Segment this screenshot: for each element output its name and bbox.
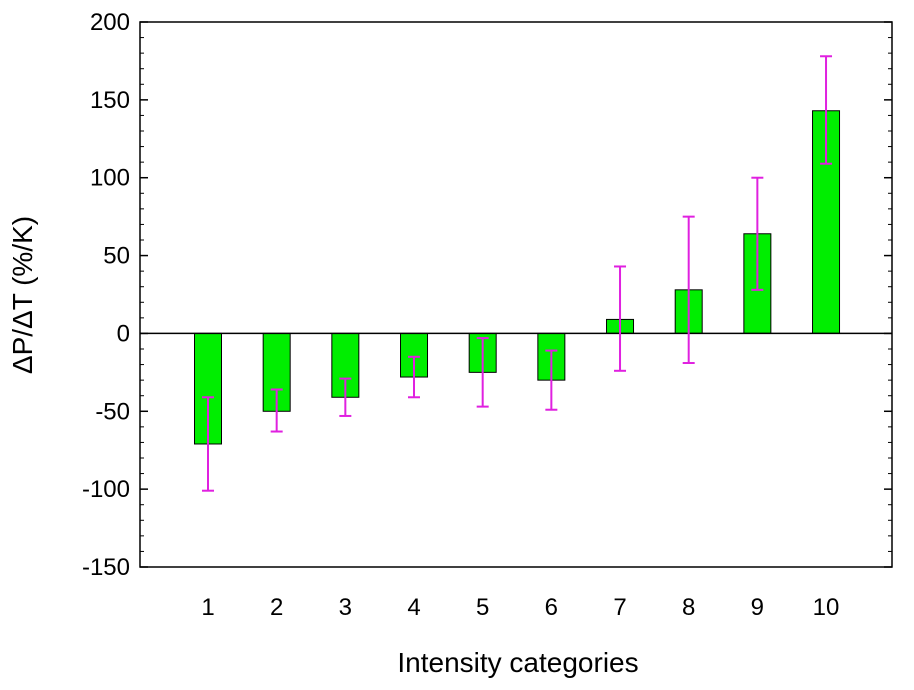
x-tick-label: 1 (201, 594, 214, 621)
plot-frame-group (139, 21, 893, 568)
x-tick-label: 3 (339, 594, 352, 621)
error-bar (202, 396, 214, 492)
y-axis-label: ΔP/ΔT (%/K) (7, 216, 38, 374)
y-axis-ticks: -150 -100 -50 0 50 100 150 200 (82, 9, 892, 581)
y-tick-label: -150 (82, 554, 130, 581)
y-tick-label: 0 (117, 320, 130, 347)
y-tick-label: 200 (90, 9, 130, 36)
error-bar (820, 55, 833, 165)
x-tick-label: 9 (751, 594, 764, 621)
y-tick-label: 150 (90, 87, 130, 114)
x-tick-label: 8 (682, 594, 695, 621)
x-tick-label: 6 (545, 594, 558, 621)
x-tick-label: 5 (476, 594, 489, 621)
y-tick-label: 100 (90, 165, 130, 192)
error-bar (682, 215, 695, 365)
error-bar (408, 355, 421, 399)
x-axis-ticks: 1 2 3 4 5 6 7 8 9 10 (201, 594, 839, 621)
x-tick-label: 2 (270, 594, 283, 621)
plot-frame (139, 21, 893, 568)
error-bar (545, 349, 558, 411)
error-bars-group (202, 55, 833, 492)
x-tick-label: 7 (613, 594, 626, 621)
y-tick-label: -100 (82, 476, 130, 503)
x-tick-label: 4 (407, 594, 420, 621)
error-bar (476, 337, 489, 408)
x-tick-label: 10 (813, 594, 840, 621)
bars-group (140, 110, 892, 445)
error-bar (751, 176, 764, 291)
error-bar (614, 265, 627, 372)
y-tick-label: 50 (103, 243, 130, 270)
y-tick-label: -50 (95, 398, 130, 425)
error-bar (270, 388, 283, 433)
x-axis-label: Intensity categories (397, 647, 638, 678)
error-bar (339, 377, 352, 417)
